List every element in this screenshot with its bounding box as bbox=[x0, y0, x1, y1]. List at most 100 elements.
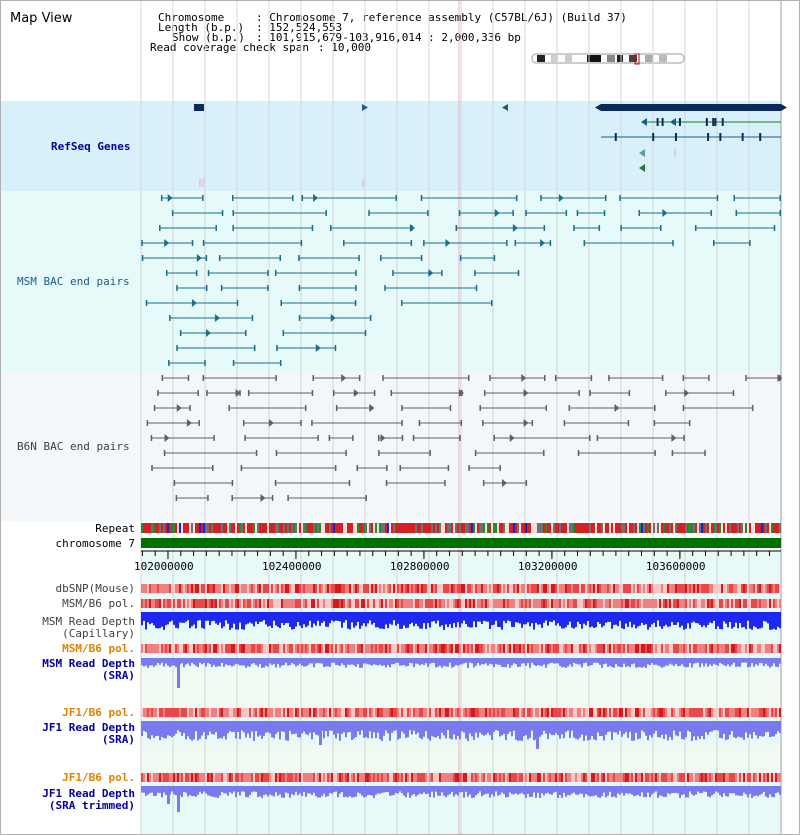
repeat-element bbox=[275, 523, 277, 533]
msm-b6-pol-strip bbox=[419, 599, 421, 608]
dbsnp-strip bbox=[283, 584, 285, 593]
track-label-jf1-depth-sra[interactable]: JF1 Read Depth bbox=[42, 721, 135, 734]
jf1-b6-pol-strip bbox=[157, 708, 159, 717]
msm-depth-capillary-bar bbox=[277, 612, 279, 627]
repeat-element bbox=[435, 523, 437, 533]
dbsnp-strip bbox=[715, 584, 717, 593]
track-label-msm-depth-sra[interactable]: MSM Read Depth bbox=[42, 657, 135, 670]
track-label-repeat[interactable]: Repeat bbox=[95, 522, 135, 535]
jf1-depth-sra-bar bbox=[517, 721, 519, 741]
msm-depth-capillary-bar bbox=[677, 612, 679, 623]
msm-b6-pol-sra-strip bbox=[513, 644, 515, 653]
msm-b6-pol-strip bbox=[195, 599, 197, 608]
msm-depth-capillary-bar bbox=[419, 612, 421, 629]
msm-depth-capillary-bar bbox=[739, 612, 741, 624]
msm-b6-pol-sra-strip bbox=[607, 644, 609, 653]
msm-b6-pol-sra-strip bbox=[641, 644, 643, 653]
track-label-msm-bac[interactable]: MSM BAC end pairs bbox=[17, 275, 130, 288]
msm-b6-pol-strip bbox=[755, 599, 757, 608]
msm-bac-pair-end bbox=[253, 345, 256, 351]
msm-depth-capillary-bar bbox=[483, 612, 485, 621]
msm-b6-pol-strip bbox=[767, 599, 769, 608]
msm-b6-pol-strip bbox=[595, 599, 597, 608]
jf1-b6-pol-2-strip bbox=[145, 773, 147, 782]
dbsnp-strip bbox=[231, 584, 233, 593]
msm-depth-sra-bar bbox=[287, 658, 289, 666]
jf1-b6-pol-2-strip bbox=[165, 773, 167, 782]
msm-b6-pol-sra-strip bbox=[445, 644, 447, 653]
msm-b6-pol-sra-strip bbox=[157, 644, 159, 653]
track-label-msm-b6-pol-sra[interactable]: MSM/B6 pol. bbox=[62, 642, 135, 655]
msm-depth-capillary-bar bbox=[425, 612, 427, 629]
msm-b6-pol-sra-strip bbox=[543, 644, 545, 653]
chromosome-ideogram[interactable] bbox=[531, 53, 686, 65]
jf1-depth-sra-bar bbox=[267, 721, 269, 733]
track-label-chromosome[interactable]: chromosome 7 bbox=[55, 537, 135, 550]
msm-b6-pol-sra-strip bbox=[605, 644, 607, 653]
jf1-b6-pol-strip bbox=[745, 708, 747, 717]
jf1-b6-pol-strip bbox=[259, 708, 261, 717]
dbsnp-strip bbox=[563, 584, 565, 593]
jf1-depth-sra-bar bbox=[511, 721, 513, 737]
track-label-dbsnp[interactable]: dbSNP(Mouse) bbox=[55, 582, 135, 595]
msm-depth-sra-bar bbox=[625, 658, 627, 667]
msm-depth-capillary-bar bbox=[727, 612, 729, 628]
dbsnp-strip bbox=[725, 584, 727, 593]
msm-depth-capillary-bar bbox=[157, 612, 159, 629]
track-label-b6n-bac[interactable]: B6N BAC end pairs bbox=[17, 440, 130, 453]
msm-depth-sra-bar bbox=[743, 658, 745, 663]
jf1-b6-pol-strip bbox=[223, 708, 225, 717]
jf1-depth-trimmed-bar bbox=[433, 786, 435, 798]
dbsnp-strip bbox=[695, 584, 697, 593]
msm-b6-pol-sra-strip bbox=[691, 644, 693, 653]
jf1-depth-sra-bar bbox=[611, 721, 613, 740]
jf1-b6-pol-strip bbox=[529, 708, 531, 717]
track-label-msm-b6-pol-capillary[interactable]: MSM/B6 pol. bbox=[62, 597, 135, 610]
track-label-jf1-b6-pol-1[interactable]: JF1/B6 pol. bbox=[62, 706, 135, 719]
jf1-depth-trimmed-bar bbox=[557, 786, 559, 798]
track-label-jf1-depth-trimmed[interactable]: JF1 Read Depth bbox=[42, 787, 135, 800]
msm-b6-pol-sra-strip bbox=[165, 644, 167, 653]
jf1-depth-trimmed-bar bbox=[255, 786, 257, 792]
msm-bac-pair-end bbox=[279, 255, 281, 261]
dbsnp-strip bbox=[507, 584, 509, 593]
jf1-depth-sra-bar bbox=[165, 721, 167, 739]
repeat-element bbox=[705, 523, 707, 533]
msm-depth-capillary-bar bbox=[311, 612, 313, 628]
repeat-element bbox=[417, 523, 419, 533]
track-label-jf1-b6-pol-2[interactable]: JF1/B6 pol. bbox=[62, 771, 135, 784]
jf1-b6-pol-strip bbox=[567, 708, 569, 717]
msm-depth-sra-bar bbox=[221, 658, 223, 663]
jf1-b6-pol-strip bbox=[169, 708, 171, 717]
msm-depth-capillary-bar bbox=[649, 612, 651, 628]
msm-depth-sra-bar bbox=[727, 658, 729, 665]
msm-depth-sra-bar bbox=[641, 658, 643, 668]
b6n-bac-pair-end bbox=[468, 465, 470, 471]
dbsnp-strip bbox=[677, 584, 679, 593]
msm-depth-capillary-bar bbox=[217, 612, 219, 625]
jf1-depth-trimmed-bar bbox=[681, 786, 683, 796]
jf1-depth-sra-bar bbox=[261, 721, 263, 739]
msm-b6-pol-sra-strip bbox=[731, 644, 733, 653]
msm-depth-capillary-bar bbox=[613, 612, 615, 625]
jf1-depth-sra-bar bbox=[387, 721, 389, 734]
msm-depth-capillary-bar bbox=[491, 612, 493, 626]
b6n-bac-pair-end bbox=[482, 420, 484, 426]
jf1-depth-trimmed-bar bbox=[437, 786, 439, 796]
b6n-bac-pair-end bbox=[708, 375, 710, 381]
track-label-refseq[interactable]: RefSeq Genes bbox=[51, 140, 131, 153]
msm-depth-sra-bar bbox=[507, 658, 509, 665]
jf1-depth-trimmed-bar bbox=[683, 786, 685, 795]
dbsnp-strip bbox=[227, 584, 229, 593]
msm-depth-sra-bar bbox=[379, 658, 381, 665]
jf1-depth-trimmed-bar bbox=[415, 786, 417, 797]
b6n-bac-pair-end bbox=[531, 420, 534, 426]
msm-b6-pol-sra-strip bbox=[231, 644, 233, 653]
msm-b6-pol-strip bbox=[777, 599, 779, 608]
msm-b6-pol-strip bbox=[435, 599, 437, 608]
jf1-depth-trimmed-bar bbox=[749, 786, 751, 794]
msm-b6-pol-sra-strip bbox=[561, 644, 563, 653]
msm-b6-pol-strip bbox=[489, 599, 491, 608]
track-label-msm-depth-capillary[interactable]: MSM Read Depth bbox=[42, 615, 135, 628]
